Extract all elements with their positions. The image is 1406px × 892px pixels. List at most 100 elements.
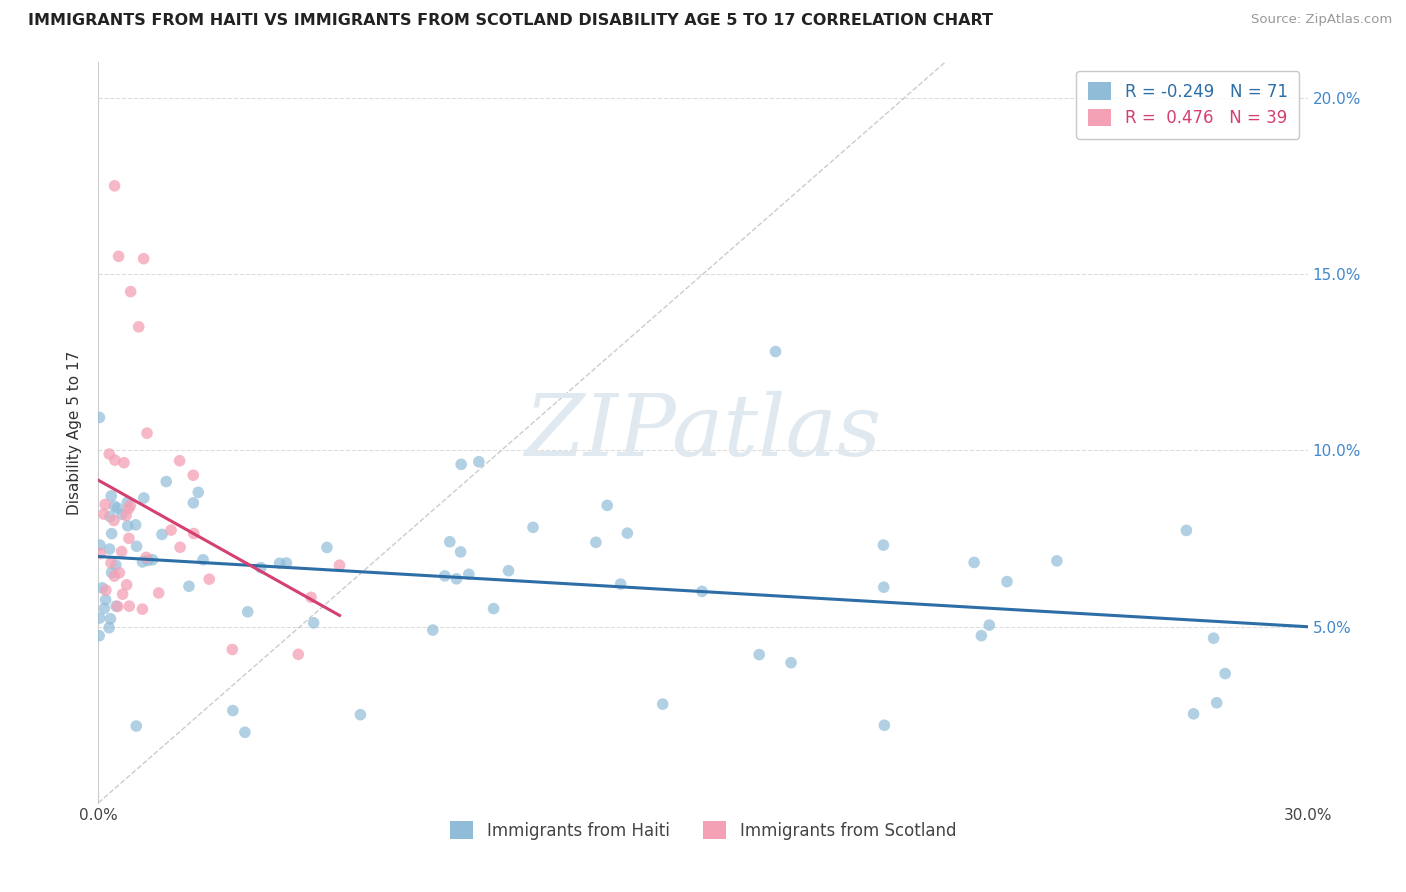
Point	[108, 566, 131, 580]
Point	[117, 519, 139, 533]
Point	[125, 719, 148, 733]
Point	[125, 517, 148, 532]
Point	[125, 539, 148, 553]
Point	[131, 555, 153, 569]
Point	[105, 599, 128, 613]
Point	[873, 580, 896, 594]
Point	[135, 550, 157, 565]
Point	[98, 542, 121, 557]
Point	[100, 526, 122, 541]
Point	[439, 534, 461, 549]
Point	[155, 475, 177, 489]
Point	[873, 718, 896, 732]
Point	[1202, 631, 1225, 645]
Point	[250, 560, 273, 574]
Point	[181, 468, 204, 483]
Point	[316, 541, 339, 555]
Point	[93, 601, 115, 615]
Point	[136, 553, 159, 567]
Point	[103, 569, 125, 583]
Point	[748, 648, 770, 662]
Point	[446, 572, 468, 586]
Point	[150, 527, 173, 541]
Point	[450, 545, 472, 559]
Point	[117, 501, 139, 516]
Point	[94, 497, 117, 511]
Point	[498, 564, 520, 578]
Point	[89, 410, 111, 425]
Point	[596, 499, 619, 513]
Point	[457, 567, 479, 582]
Point	[183, 496, 205, 510]
Point	[1046, 554, 1069, 568]
Point	[131, 602, 153, 616]
Point	[433, 569, 456, 583]
Point	[148, 586, 170, 600]
Point	[120, 499, 142, 513]
Point	[128, 319, 150, 334]
Point	[328, 558, 350, 573]
Point	[100, 489, 122, 503]
Point	[132, 491, 155, 505]
Point	[89, 547, 111, 561]
Point	[100, 566, 122, 580]
Point	[107, 249, 129, 263]
Point	[1182, 706, 1205, 721]
Text: IMMIGRANTS FROM HAITI VS IMMIGRANTS FROM SCOTLAND DISABILITY AGE 5 TO 17 CORRELA: IMMIGRANTS FROM HAITI VS IMMIGRANTS FROM…	[28, 13, 993, 29]
Point	[120, 285, 142, 299]
Point	[1205, 696, 1227, 710]
Point	[104, 558, 127, 573]
Point	[1175, 524, 1198, 538]
Point	[112, 456, 135, 470]
Point	[117, 495, 139, 509]
Point	[221, 642, 243, 657]
Point	[104, 453, 127, 467]
Point	[183, 526, 205, 541]
Point	[585, 535, 607, 549]
Point	[233, 725, 256, 739]
Point	[616, 526, 638, 541]
Point	[872, 538, 894, 552]
Point	[110, 544, 132, 558]
Text: ZIPatlas: ZIPatlas	[524, 392, 882, 474]
Point	[276, 556, 298, 570]
Point	[89, 629, 111, 643]
Point	[115, 578, 138, 592]
Point	[98, 509, 121, 524]
Point	[349, 707, 371, 722]
Point	[118, 599, 141, 614]
Point	[468, 455, 491, 469]
Point	[198, 572, 221, 586]
Point	[103, 513, 125, 527]
Point	[780, 656, 803, 670]
Y-axis label: Disability Age 5 to 17: Disability Age 5 to 17	[67, 351, 83, 515]
Point	[651, 697, 673, 711]
Point	[169, 541, 191, 555]
Point	[98, 447, 121, 461]
Point	[482, 601, 505, 615]
Point	[236, 605, 259, 619]
Point	[107, 501, 129, 516]
Point	[1213, 666, 1236, 681]
Point	[89, 611, 111, 625]
Point	[132, 252, 155, 266]
Legend: Immigrants from Haiti, Immigrants from Scotland: Immigrants from Haiti, Immigrants from S…	[443, 814, 963, 847]
Point	[765, 344, 787, 359]
Point	[970, 629, 993, 643]
Point	[115, 508, 138, 523]
Point	[450, 458, 472, 472]
Point	[690, 584, 713, 599]
Point	[94, 592, 117, 607]
Point	[98, 621, 121, 635]
Point	[103, 499, 125, 513]
Point	[191, 553, 214, 567]
Point	[160, 523, 183, 537]
Point	[963, 556, 986, 570]
Point	[111, 508, 134, 522]
Point	[169, 454, 191, 468]
Point	[222, 704, 245, 718]
Point	[287, 648, 309, 662]
Point	[609, 577, 631, 591]
Point	[91, 581, 114, 595]
Point	[302, 615, 325, 630]
